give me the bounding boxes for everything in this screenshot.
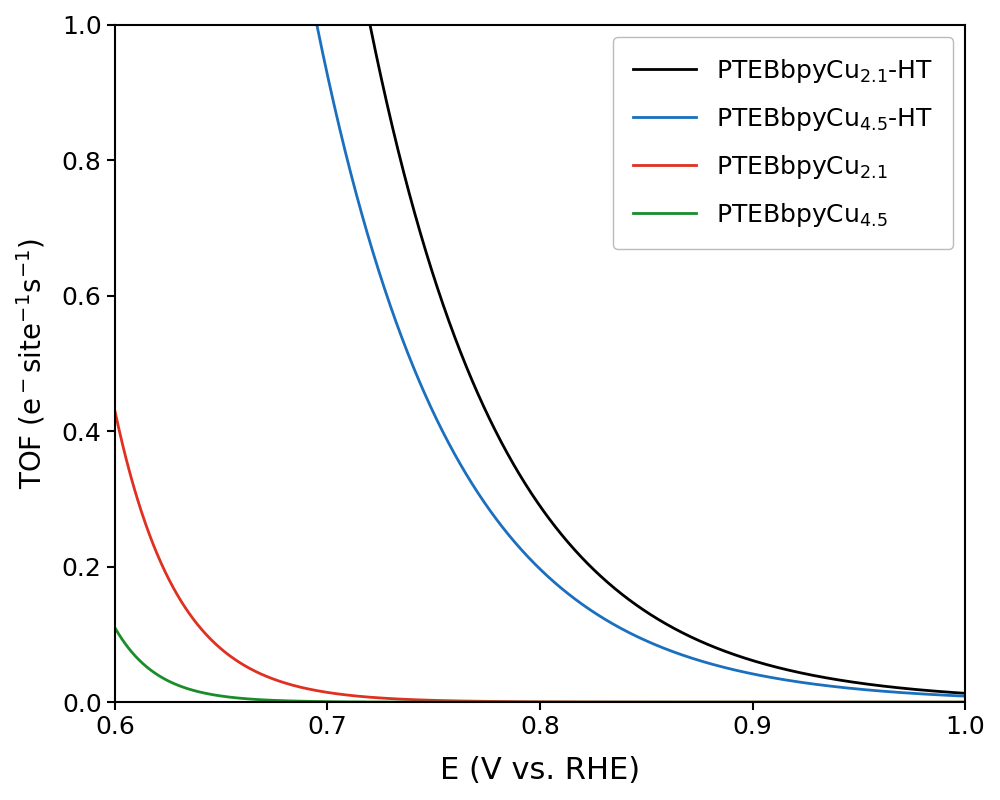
PTEBbpyCu$_{4.5}$ (434, 698, 446, 707)
PTEBbpyCu$_{4.5}$-HT (434, 421, 446, 430)
Line: PTEBbpyCu$_{4.5}$-HT: PTEBbpyCu$_{4.5}$-HT (115, 25, 965, 696)
PTEBbpyCu$_{2.1}$-HT (109, 20, 121, 30)
PTEBbpyCu$_{4.5}$-HT (109, 20, 121, 30)
PTEBbpyCu$_{4.5}$-HT (743, 669, 755, 678)
PTEBbpyCu$_{2.1}$-HT (743, 654, 755, 664)
PTEBbpyCu$_{4.5}$-HT (263, 20, 275, 30)
PTEBbpyCu$_{2.1}$ (619, 698, 631, 707)
PTEBbpyCu$_{2.1}$ (808, 698, 820, 707)
PTEBbpyCu$_{2.1}$-HT (808, 670, 820, 680)
PTEBbpyCu$_{2.1}$-HT (263, 20, 275, 30)
Line: PTEBbpyCu$_{2.1}$: PTEBbpyCu$_{2.1}$ (115, 410, 965, 702)
PTEBbpyCu$_{4.5}$-HT (662, 645, 674, 654)
PTEBbpyCu$_{4.5}$ (619, 698, 631, 707)
PTEBbpyCu$_{4.5}$ (109, 622, 121, 632)
PTEBbpyCu$_{2.1}$ (263, 673, 275, 682)
PTEBbpyCu$_{4.5}$ (662, 698, 674, 707)
PTEBbpyCu$_{4.5}$ (808, 698, 820, 707)
X-axis label: E (V vs. RHE): E (V vs. RHE) (440, 756, 640, 785)
PTEBbpyCu$_{4.5}$ (263, 695, 275, 705)
Y-axis label: TOF (e$^-$site$^{-1}$s$^{-1}$): TOF (e$^-$site$^{-1}$s$^{-1}$) (15, 238, 48, 489)
Line: PTEBbpyCu$_{4.5}$: PTEBbpyCu$_{4.5}$ (115, 627, 965, 702)
PTEBbpyCu$_{2.1}$ (434, 696, 446, 706)
PTEBbpyCu$_{2.1}$-HT (662, 620, 674, 630)
PTEBbpyCu$_{4.5}$ (959, 698, 971, 707)
PTEBbpyCu$_{2.1}$ (959, 698, 971, 707)
PTEBbpyCu$_{4.5}$-HT (808, 679, 820, 689)
PTEBbpyCu$_{2.1}$-HT (434, 290, 446, 299)
PTEBbpyCu$_{2.1}$-HT (959, 689, 971, 698)
PTEBbpyCu$_{2.1}$ (662, 698, 674, 707)
PTEBbpyCu$_{2.1}$ (743, 698, 755, 707)
PTEBbpyCu$_{4.5}$-HT (619, 626, 631, 635)
PTEBbpyCu$_{4.5}$ (743, 698, 755, 707)
PTEBbpyCu$_{4.5}$-HT (959, 691, 971, 701)
PTEBbpyCu$_{2.1}$-HT (619, 592, 631, 602)
Legend: PTEBbpyCu$_{2.1}$-HT, PTEBbpyCu$_{4.5}$-HT, PTEBbpyCu$_{2.1}$, PTEBbpyCu$_{4.5}$: PTEBbpyCu$_{2.1}$-HT, PTEBbpyCu$_{4.5}$-… (613, 37, 953, 249)
Line: PTEBbpyCu$_{2.1}$-HT: PTEBbpyCu$_{2.1}$-HT (115, 25, 965, 694)
PTEBbpyCu$_{2.1}$ (109, 406, 121, 415)
